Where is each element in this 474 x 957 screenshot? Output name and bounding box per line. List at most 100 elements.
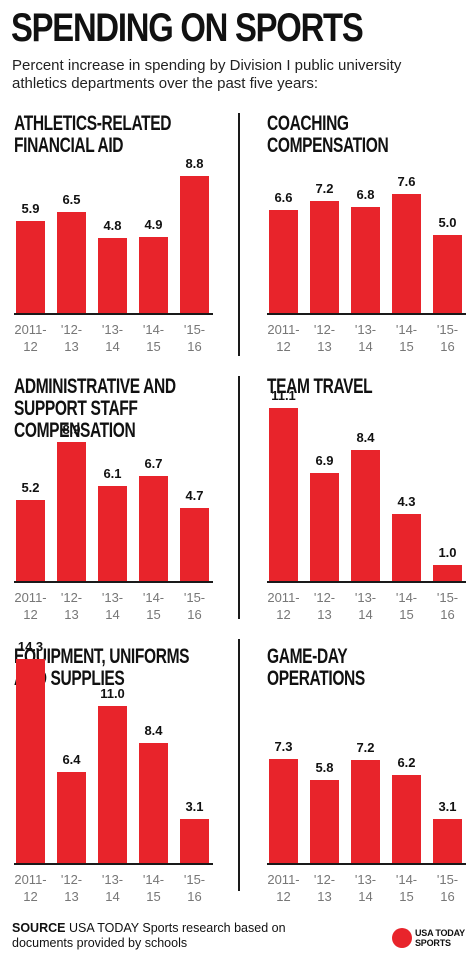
chart-4-tick-label-3: '13- 14 bbox=[354, 590, 377, 622]
chart-6-bar-3 bbox=[351, 760, 380, 863]
chart-4-tick-label-2: '12- 13 bbox=[313, 590, 336, 622]
column-divider-2 bbox=[238, 376, 240, 619]
chart-1-bar-2 bbox=[57, 211, 86, 313]
chart-3-value-label-1: 5.2 bbox=[21, 479, 40, 495]
chart-6-bar-5 bbox=[433, 818, 462, 863]
chart-6-tick-label-5: '15- 16 bbox=[436, 872, 459, 904]
chart-5-value-label-5: 3.1 bbox=[185, 798, 204, 814]
chart-3-tick-label-1: 2011- 12 bbox=[14, 590, 47, 622]
chart-5-tick-label-2: '12- 13 bbox=[60, 872, 83, 904]
chart-2-value-label-1: 6.6 bbox=[274, 190, 293, 206]
chart-6-title: GAME-DAY OPERATIONS bbox=[267, 645, 365, 690]
chart-1-baseline bbox=[14, 313, 213, 315]
logo-text: USA TODAY SPORTS bbox=[415, 928, 465, 948]
chart-4-bar-3 bbox=[351, 449, 380, 581]
chart-3-bar-5 bbox=[180, 507, 209, 581]
chart-5-tick-label-4: '14- 15 bbox=[142, 872, 165, 904]
chart-4-bar-4 bbox=[392, 513, 421, 581]
chart-4-value-label-5: 1.0 bbox=[438, 545, 457, 561]
chart-3-value-label-2: 8.9 bbox=[62, 422, 81, 438]
chart-6-value-label-4: 6.2 bbox=[397, 754, 416, 770]
chart-4-bar-5 bbox=[433, 565, 462, 581]
chart-1-bar-3 bbox=[98, 238, 127, 313]
chart-3-bar-4 bbox=[139, 476, 168, 581]
page-title: SPENDING ON SPORTS bbox=[11, 6, 364, 50]
chart-2-bar-5 bbox=[433, 235, 462, 313]
chart-4-bar-2 bbox=[310, 473, 339, 581]
chart-5-tick-label-1: 2011- 12 bbox=[14, 872, 47, 904]
chart-3-baseline bbox=[14, 581, 213, 583]
chart-2-tick-label-2: '12- 13 bbox=[313, 322, 336, 354]
source-label: SOURCE bbox=[12, 921, 66, 935]
chart-5-value-label-3: 11.0 bbox=[100, 686, 125, 702]
chart-5-value-label-2: 6.4 bbox=[62, 751, 81, 767]
chart-2-bar-2 bbox=[310, 200, 339, 313]
chart-2-tick-label-5: '15- 16 bbox=[436, 322, 459, 354]
chart-5-tick-label-5: '15- 16 bbox=[183, 872, 206, 904]
chart-3-value-label-4: 6.7 bbox=[144, 456, 163, 472]
chart-4-value-label-4: 4.3 bbox=[397, 493, 416, 509]
chart-1-bar-4 bbox=[139, 236, 168, 313]
chart-1-bar-1 bbox=[16, 220, 45, 313]
chart-6-bar-2 bbox=[310, 780, 339, 863]
chart-3-tick-label-3: '13- 14 bbox=[101, 590, 124, 622]
chart-2-value-label-2: 7.2 bbox=[315, 180, 334, 196]
usa-today-sports-logo: USA TODAY SPORTS bbox=[392, 927, 470, 949]
source-text: USA TODAY Sports research based on docum… bbox=[12, 921, 286, 950]
chart-2-bar-3 bbox=[351, 206, 380, 313]
chart-4-title: TEAM TRAVEL bbox=[267, 375, 373, 398]
chart-6-value-label-2: 5.8 bbox=[315, 760, 334, 776]
chart-1-title: ATHLETICS-RELATED FINANCIAL AID bbox=[14, 112, 172, 157]
chart-4-bar-1 bbox=[269, 407, 298, 581]
chart-6-value-label-5: 3.1 bbox=[438, 798, 457, 814]
chart-4-tick-label-1: 2011- 12 bbox=[267, 590, 300, 622]
chart-1-value-label-1: 5.9 bbox=[21, 200, 40, 216]
chart-4-value-label-3: 8.4 bbox=[356, 429, 375, 445]
chart-5-value-label-4: 8.4 bbox=[144, 723, 163, 739]
chart-2-tick-label-4: '14- 15 bbox=[395, 322, 418, 354]
chart-4-value-label-2: 6.9 bbox=[315, 453, 334, 469]
chart-4-baseline bbox=[267, 581, 466, 583]
chart-3-tick-label-5: '15- 16 bbox=[183, 590, 206, 622]
chart-1-tick-label-1: 2011- 12 bbox=[14, 322, 47, 354]
chart-5-bar-5 bbox=[180, 818, 209, 863]
chart-6-bar-4 bbox=[392, 774, 421, 863]
chart-2-value-label-4: 7.6 bbox=[397, 174, 416, 190]
chart-5-bar-3 bbox=[98, 706, 127, 863]
chart-3-tick-label-4: '14- 15 bbox=[142, 590, 165, 622]
chart-2-bar-4 bbox=[392, 194, 421, 313]
chart-1-bar-5 bbox=[180, 175, 209, 313]
chart-5-bar-4 bbox=[139, 743, 168, 863]
column-divider-3 bbox=[238, 639, 240, 891]
chart-2-baseline bbox=[267, 313, 466, 315]
page-subtitle: Percent increase in spending by Division… bbox=[12, 57, 402, 92]
chart-5-title: EQUIPMENT, UNIFORMS AND SUPPLIES bbox=[14, 645, 190, 690]
chart-1-value-label-4: 4.9 bbox=[144, 216, 163, 232]
chart-3-title: ADMINISTRATIVE AND SUPPORT STAFF COMPENS… bbox=[14, 375, 176, 442]
chart-1-value-label-2: 6.5 bbox=[62, 191, 81, 207]
chart-2-title: COACHING COMPENSATION bbox=[267, 112, 389, 157]
chart-6-bar-1 bbox=[269, 758, 298, 863]
chart-5-baseline bbox=[14, 863, 213, 865]
chart-2-value-label-3: 6.8 bbox=[356, 186, 375, 202]
chart-1-value-label-3: 4.8 bbox=[103, 218, 122, 234]
chart-6-tick-label-3: '13- 14 bbox=[354, 872, 377, 904]
chart-4-tick-label-5: '15- 16 bbox=[436, 590, 459, 622]
logo-text-top: USA TODAY bbox=[415, 928, 465, 938]
chart-1-value-label-5: 8.8 bbox=[185, 155, 204, 171]
chart-1-tick-label-4: '14- 15 bbox=[142, 322, 165, 354]
logo-text-bottom: SPORTS bbox=[415, 938, 451, 948]
chart-6-value-label-1: 7.3 bbox=[274, 738, 293, 754]
chart-6-tick-label-1: 2011- 12 bbox=[267, 872, 300, 904]
chart-5-bar-1 bbox=[16, 659, 45, 863]
chart-3-value-label-5: 4.7 bbox=[185, 487, 204, 503]
chart-3-bar-3 bbox=[98, 485, 127, 581]
chart-1-tick-label-3: '13- 14 bbox=[101, 322, 124, 354]
chart-2-tick-label-3: '13- 14 bbox=[354, 322, 377, 354]
chart-3-bar-2 bbox=[57, 442, 86, 581]
chart-3-tick-label-2: '12- 13 bbox=[60, 590, 83, 622]
chart-3-value-label-3: 6.1 bbox=[103, 465, 122, 481]
chart-1-tick-label-5: '15- 16 bbox=[183, 322, 206, 354]
chart-5-bar-2 bbox=[57, 771, 86, 863]
chart-3-bar-1 bbox=[16, 499, 45, 581]
